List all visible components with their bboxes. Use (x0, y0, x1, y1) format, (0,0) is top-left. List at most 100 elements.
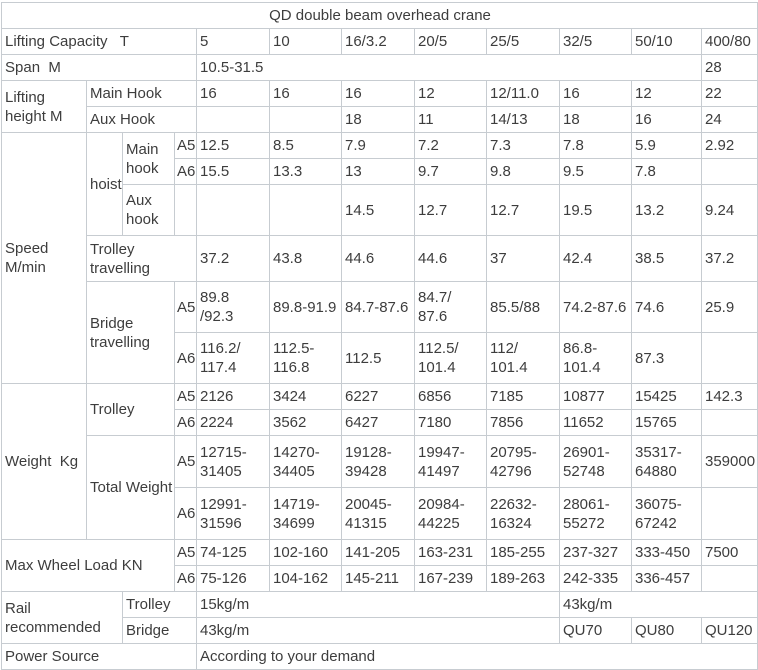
hoist-speed-value: 7.8 (631, 158, 702, 185)
grade-a5: A5 (174, 383, 197, 410)
hoist-speed-value: 14.5 (341, 184, 415, 236)
max-wheel-load-value (701, 565, 758, 592)
rail-bridge-left-value: 43kg/m (196, 617, 560, 644)
hoist-speed-value (269, 184, 342, 236)
weight-value: 6227 (341, 383, 415, 410)
hoist-speed-value: 7.2 (414, 132, 487, 159)
weight-trolley-label: Trolley (86, 383, 175, 436)
total-weight-value: 20984- 44225 (414, 487, 487, 540)
main-hook-value: 16 (196, 80, 270, 107)
capacity-value: 10 (269, 28, 342, 55)
grade-empty (174, 184, 197, 236)
total-weight-value: 19128- 39428 (341, 435, 415, 488)
grade-a6: A6 (174, 409, 197, 436)
aux-hook-value: 11 (414, 106, 487, 133)
bridge-travelling-value: 89.8-91.9 (269, 281, 342, 333)
trolley-travelling-value: 43.8 (269, 235, 342, 282)
bridge-travelling-value: 74.6 (631, 281, 702, 333)
hoist-speed-value: 19.5 (559, 184, 632, 236)
bridge-travelling-value: 86.8- 101.4 (559, 332, 632, 384)
hoist-speed-value: 2.92 (701, 132, 758, 159)
weight-trolley-a5-row: Weight Kg Trolley A5 2126 3424 6227 6856… (1, 383, 758, 540)
weight-value: 7856 (486, 409, 560, 436)
trolley-travelling-value: 44.6 (341, 235, 415, 282)
total-weight-value: 20045- 41315 (341, 487, 415, 540)
weight-value: 2224 (196, 409, 270, 436)
trolley-travelling-value: 44.6 (414, 235, 487, 282)
main-hook-value: 16 (269, 80, 342, 107)
bridge-travelling-value: 112.5 (341, 332, 415, 384)
hoist-speed-value: 5.9 (631, 132, 702, 159)
weight-value: 3424 (269, 383, 342, 410)
lifting-height-main-hook-row: Lifting height M Main Hook 16 16 16 12 1… (1, 80, 758, 133)
total-weight-value: 14719- 34699 (269, 487, 342, 540)
span-label: Span M (1, 54, 197, 81)
max-wheel-load-value: 141-205 (341, 539, 415, 566)
max-wheel-load-value: 104-162 (269, 565, 342, 592)
bridge-travelling-value: 89.8 /92.3 (196, 281, 270, 333)
max-wheel-load-value: 102-160 (269, 539, 342, 566)
max-wheel-load-value: 189-263 (486, 565, 560, 592)
hoist-speed-value: 7.8 (559, 132, 632, 159)
total-weight-value: 20795- 42796 (486, 435, 560, 488)
rail-recommended-label: Rail recommended (1, 591, 123, 644)
capacity-value: 5 (196, 28, 270, 55)
main-hook-value: 12/11.0 (486, 80, 560, 107)
hoist-speed-value (701, 158, 758, 185)
total-weight-a5-row: Total Weight A5 12715- 31405 14270- 3440… (2, 435, 758, 540)
weight-value (701, 409, 758, 436)
hoist-speed-value (196, 184, 270, 236)
weight-value: 142.3 (701, 383, 758, 410)
rail-bridge-row: Bridge 43kg/m QU70 QU80 QU120 (2, 617, 758, 644)
max-wheel-load-value: 163-231 (414, 539, 487, 566)
lifting-height-label: Lifting height M (1, 80, 87, 133)
weight-value: 6856 (414, 383, 487, 410)
lifting-capacity-row: Lifting Capacity T 5 10 16/3.2 20/5 25/5… (1, 28, 758, 55)
aux-hook-value: 18 (559, 106, 632, 133)
capacity-value: 32/5 (559, 28, 632, 55)
power-source-row: Power Source According to your demand (1, 643, 758, 670)
rail-qu-value: QU80 (631, 617, 702, 644)
weight-value: 15425 (631, 383, 702, 410)
bridge-travelling-value: 85.5/88 (486, 281, 560, 333)
span-range: 10.5-31.5 (196, 54, 702, 81)
rail-qu-value: QU120 (701, 617, 758, 644)
weight-value: 11652 (559, 409, 632, 436)
table-title: QD double beam overhead crane (1, 2, 758, 29)
trolley-travelling-label: Trolley travelling (86, 235, 197, 282)
weight-value: 10877 (559, 383, 632, 410)
span-last: 28 (701, 54, 758, 81)
aux-hook-value (196, 106, 270, 133)
max-wheel-load-a5-row: Max Wheel Load KN A5 74-125 102-160 141-… (1, 539, 758, 592)
max-wheel-load-value: 75-126 (196, 565, 270, 592)
bridge-travelling-a5-row: Bridge travelling A5 89.8 /92.3 89.8-91.… (2, 281, 758, 384)
total-weight-value: 36075- 67242 (631, 487, 702, 540)
main-hook-value: 16 (559, 80, 632, 107)
grade-a6: A6 (174, 158, 197, 185)
bridge-travelling-value: 112.5- 116.8 (269, 332, 342, 384)
main-hook-value: 16 (341, 80, 415, 107)
bridge-travelling-value: 87.3 (631, 332, 702, 384)
weight-value: 2126 (196, 383, 270, 410)
hoist-main-a5-row: Speed M/min hoist Main hook A5 12.5 8.5 … (1, 132, 758, 384)
total-weight-value: 19947- 41497 (414, 435, 487, 488)
total-weight-value: 35317- 64880 (631, 435, 702, 488)
hoist-aux-hook-label: Aux hook (122, 184, 175, 236)
bridge-travelling-value: 25.9 (701, 281, 758, 333)
power-source-label: Power Source (1, 643, 197, 670)
capacity-value: 25/5 (486, 28, 560, 55)
span-row: Span M 10.5-31.5 28 (1, 54, 758, 81)
trolley-travelling-value: 38.5 (631, 235, 702, 282)
hoist-speed-value: 13.3 (269, 158, 342, 185)
max-wheel-load-value: 333-450 (631, 539, 702, 566)
total-weight-value: 12715- 31405 (196, 435, 270, 488)
rail-bridge-label: Bridge (122, 617, 197, 644)
main-hook-value: 22 (701, 80, 758, 107)
lifting-capacity-label: Lifting Capacity T (1, 28, 197, 55)
max-wheel-load-label: Max Wheel Load KN (1, 539, 175, 592)
hoist-speed-value: 13.2 (631, 184, 702, 236)
hoist-speed-value: 15.5 (196, 158, 270, 185)
trolley-travelling-value: 37.2 (701, 235, 758, 282)
bridge-travelling-value (701, 332, 758, 384)
trolley-travelling-row: Trolley travelling 37.2 43.8 44.6 44.6 3… (2, 235, 758, 282)
